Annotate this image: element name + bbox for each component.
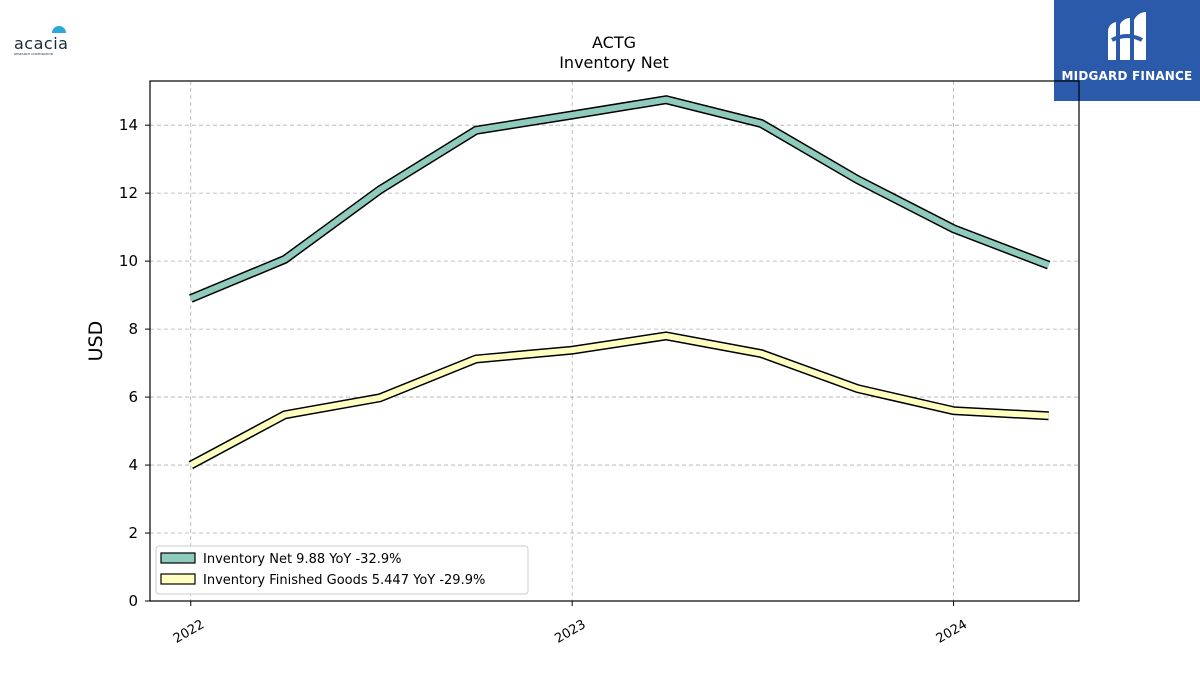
y-tick-label: 14 [119,116,138,134]
acacia-logo-text: acacia [14,34,69,53]
y-tick-label: 12 [119,184,138,202]
x-tick-label: 2022 [171,617,207,647]
plot-frame [149,80,1080,602]
series-outline-inventory-net [189,95,1051,303]
y-tick-label: 0 [128,592,138,610]
chart-title: ACTG [592,33,636,52]
grid [150,81,1079,601]
legend-swatch-inventory-finished-goods [160,573,196,585]
midgard-finance-logo: MIDGARD FINANCE [1054,0,1200,101]
acacia-logo-tagline: RESEARCH CORPORATION [14,52,53,56]
y-tick-label: 10 [119,252,138,270]
acacia-logo: acacia RESEARCH CORPORATION [14,26,78,56]
acacia-logo-mark-icon [52,26,66,33]
y-tick-label: 6 [128,388,138,406]
legend-entry-inventory-finished-goods: Inventory Finished Goods 5.447 YoY -29.9… [203,573,485,588]
y-tick-label: 8 [128,320,138,338]
x-tick-label: 2023 [552,617,588,647]
legend-swatch-inventory-net [160,552,196,564]
legend-entry-inventory-net: Inventory Net 9.88 YoY -32.9% [203,552,402,567]
y-axis: 0 2 4 6 8 10 12 14 [119,116,150,610]
series-line-inventory-net [189,96,1050,302]
y-tick-label: 2 [128,524,138,542]
x-tick-label: 2024 [934,617,970,647]
legend: Inventory Net 9.88 YoY -32.9% Inventory … [155,545,529,595]
midgard-logo-text: MIDGARD FINANCE [1061,69,1193,83]
x-axis: 2022 2023 2024 [171,601,970,647]
series-layer [188,95,1051,470]
chart-subtitle: Inventory Net [559,53,669,72]
y-tick-label: 4 [128,456,138,474]
series-line-inventory-finished-goods [189,332,1049,468]
midgard-logo-mark-icon [1108,12,1146,60]
legend-box [155,545,529,595]
y-axis-label: USD [85,321,107,362]
